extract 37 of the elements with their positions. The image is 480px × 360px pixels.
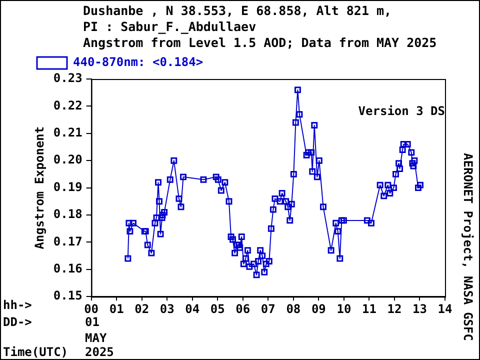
x-tick-label: 02 [134,302,150,316]
text: Angstrom from Level 1.5 AOD; Data from MAY 2025 [83,35,437,50]
text: Time(UTC) [3,345,68,359]
chart-subtitle: PI : Sabur_F._Abdullaev [83,19,256,34]
text: 2025 [85,345,114,359]
y-tick-label: 0.18 [53,207,82,222]
x-tick-label: 05 [210,302,225,316]
x-tick-label: 07 [260,302,276,316]
y-tick-label: 0.15 [53,288,82,303]
x-tick-label: 03 [160,302,174,316]
x-tick-label: 06 [236,302,250,316]
text: AERONET Project, NASA GSFC [461,153,475,341]
y-tick-label: 0.21 [53,126,82,140]
y-tick-label: 0.23 [53,71,82,86]
y-axis-title: Angstrom Exponent [32,126,46,250]
y-tick-label: 0.17 [53,234,82,248]
text: 01 [85,315,100,329]
x-tick-label: 04 [185,302,200,316]
x-tick-label: 10 [336,302,352,316]
x-tick-label: 12 [387,302,402,316]
x-tick-label: 14 [438,302,452,316]
y-tick-label: 0.20 [53,152,82,167]
x-tick-label: 00 [84,302,99,316]
x-tick-label: 09 [311,302,326,316]
text: DD-> [3,315,32,329]
x-tick-label: 08 [286,302,301,316]
y-tick-label: 0.22 [53,98,82,112]
chart-title: Dushanbe , N 38.553, E 68.858, Alt 821 m, [83,3,392,18]
x-tick-label: 01 [109,302,124,316]
x-tick-label: 11 [362,302,376,316]
y-tick-label: 0.19 [53,180,82,194]
annotation: Version 3 DS [358,104,445,118]
text: hh-> [3,298,32,312]
x-tick-label: 13 [412,302,427,316]
text: MAY [85,331,107,345]
y-tick-label: 0.16 [53,262,82,276]
legend-label: 440-870nm: <0.184> [73,55,204,70]
